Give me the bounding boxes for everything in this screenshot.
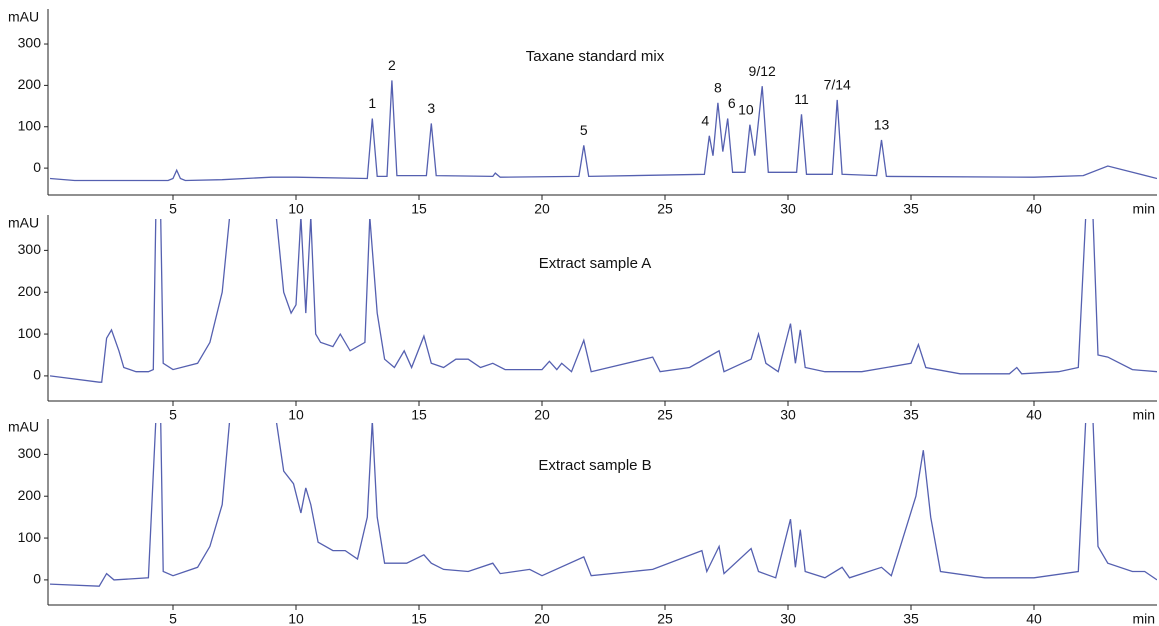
x-tick-label: 20 bbox=[534, 407, 550, 423]
x-tick-label: 35 bbox=[903, 407, 919, 423]
y-tick-label: 200 bbox=[18, 76, 42, 92]
y-tick-label: 0 bbox=[33, 571, 41, 587]
x-tick-label: 30 bbox=[780, 201, 796, 217]
y-tick-label: 300 bbox=[18, 35, 42, 51]
panel-title: Extract sample B bbox=[538, 457, 651, 474]
peak-label: 4 bbox=[701, 113, 709, 129]
x-tick-label: 15 bbox=[411, 407, 427, 423]
peak-label: 3 bbox=[427, 100, 435, 116]
x-axis-label: min bbox=[1132, 611, 1155, 626]
peak-label: 11 bbox=[794, 91, 809, 107]
y-tick-label: 100 bbox=[18, 117, 42, 133]
panel-title: Taxane standard mix bbox=[526, 48, 665, 65]
x-tick-label: 25 bbox=[657, 201, 673, 217]
y-tick-label: 100 bbox=[18, 325, 42, 341]
x-tick-label: 15 bbox=[411, 201, 427, 217]
x-axis-label: min bbox=[1132, 407, 1155, 423]
trace-group bbox=[50, 80, 1157, 182]
y-tick-label: 0 bbox=[33, 159, 41, 175]
y-tick-label: 100 bbox=[18, 529, 42, 545]
peak-label: 1 bbox=[368, 95, 376, 111]
x-tick-label: 10 bbox=[288, 611, 304, 626]
peak-label: 2 bbox=[388, 57, 396, 73]
trace bbox=[50, 219, 1157, 383]
peak-label: 6 bbox=[728, 95, 736, 111]
peak-label: 8 bbox=[714, 79, 722, 95]
y-tick-label: 0 bbox=[33, 367, 41, 383]
x-tick-label: 25 bbox=[657, 611, 673, 626]
x-tick-label: 40 bbox=[1026, 611, 1042, 626]
x-tick-label: 30 bbox=[780, 611, 796, 626]
x-tick-label: 5 bbox=[169, 611, 177, 626]
y-tick-label: 200 bbox=[18, 487, 42, 503]
x-tick-label: 20 bbox=[534, 611, 550, 626]
x-tick-label: 10 bbox=[288, 407, 304, 423]
y-axis-label: mAU bbox=[8, 419, 39, 435]
peak-label: 7/14 bbox=[824, 77, 851, 93]
trace bbox=[50, 423, 1157, 587]
y-axis-label: mAU bbox=[8, 215, 39, 231]
y-axis-label: mAU bbox=[8, 9, 39, 25]
x-tick-label: 35 bbox=[903, 611, 919, 626]
peak-label: 5 bbox=[580, 122, 588, 138]
x-tick-label: 25 bbox=[657, 407, 673, 423]
x-tick-label: 40 bbox=[1026, 407, 1042, 423]
x-tick-label: 5 bbox=[169, 407, 177, 423]
peak-label: 13 bbox=[874, 117, 890, 133]
y-tick-label: 200 bbox=[18, 283, 42, 299]
y-tick-label: 300 bbox=[18, 241, 42, 257]
trace-group bbox=[50, 219, 1157, 383]
trace bbox=[50, 80, 1157, 182]
y-tick-label: 300 bbox=[18, 445, 42, 461]
x-tick-label: 20 bbox=[534, 201, 550, 217]
x-tick-label: 30 bbox=[780, 407, 796, 423]
x-tick-label: 5 bbox=[169, 201, 177, 217]
peak-label: 10 bbox=[738, 101, 754, 117]
x-tick-label: 15 bbox=[411, 611, 427, 626]
panel-title: Extract sample A bbox=[539, 255, 652, 272]
x-axis-label: min bbox=[1132, 201, 1155, 217]
peak-label: 9/12 bbox=[749, 63, 776, 79]
x-tick-label: 35 bbox=[903, 201, 919, 217]
trace-group bbox=[50, 423, 1157, 587]
x-tick-label: 10 bbox=[288, 201, 304, 217]
x-tick-label: 40 bbox=[1026, 201, 1042, 217]
